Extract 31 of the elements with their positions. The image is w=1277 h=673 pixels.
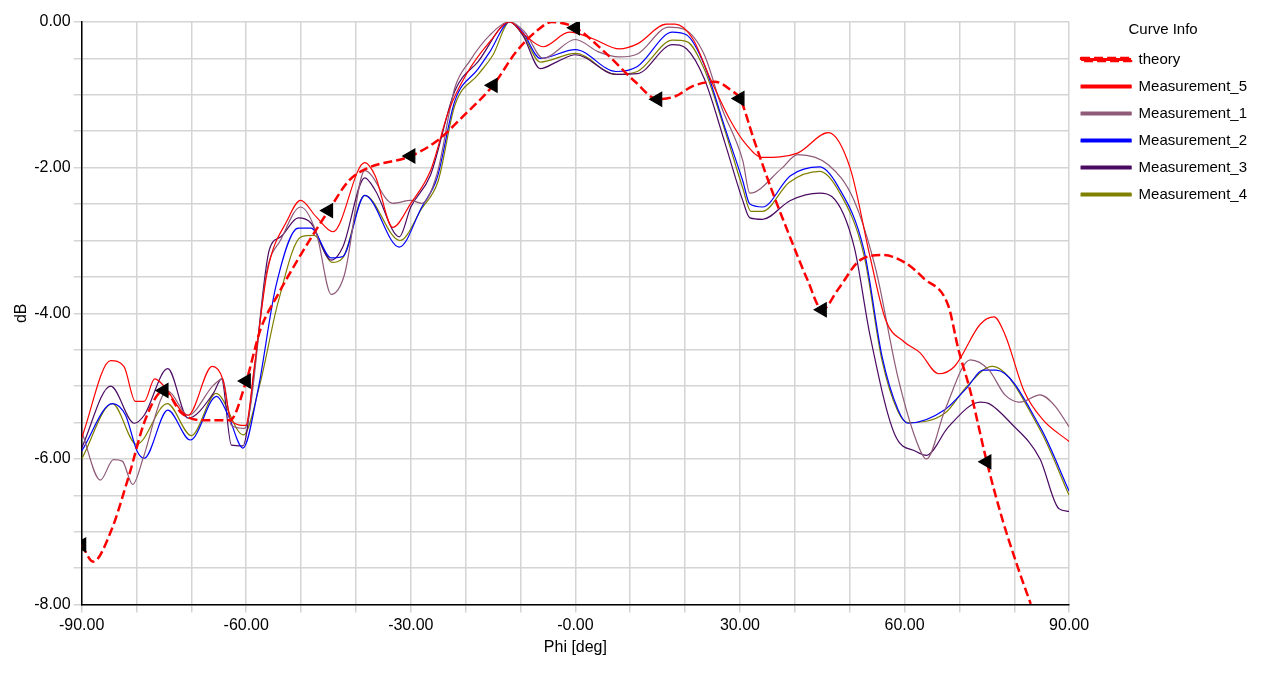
x-tick-label: 30.00: [719, 615, 761, 633]
legend-label: Measurement_3: [1138, 157, 1248, 175]
legend-label: Measurement_2: [1138, 130, 1248, 148]
legend-label: theory: [1138, 49, 1181, 67]
point: [402, 148, 416, 164]
point: [319, 203, 334, 219]
legend-label: Measurement_4: [1138, 184, 1248, 202]
legend-title: Curve Info: [1128, 19, 1198, 37]
point: [649, 91, 663, 107]
x-tick-label: -0.00: [557, 615, 594, 633]
y-tick-label: -6.00: [34, 449, 71, 467]
point: [978, 454, 992, 470]
point: [731, 90, 745, 106]
x-tick-label: -30.00: [388, 615, 434, 633]
y-axis-title: dB: [12, 303, 30, 324]
x-tick-label: 90.00: [1049, 615, 1090, 633]
y-tick-label: -4.00: [34, 303, 71, 321]
x-tick-label: -60.00: [223, 615, 270, 633]
legend-label: Measurement_1: [1138, 103, 1248, 121]
y-tick-label: -2.00: [34, 158, 71, 176]
y-tick-label: 0.00: [39, 12, 71, 30]
point: [566, 22, 580, 36]
point: [484, 77, 498, 93]
x-tick-label: 60.00: [884, 615, 925, 633]
y-tick-label: -8.00: [34, 595, 71, 613]
point: [237, 373, 251, 389]
x-tick-label: -90.00: [58, 615, 105, 633]
point: [155, 382, 169, 399]
x-axis-title: Phi [deg]: [543, 637, 607, 655]
point: [813, 302, 827, 318]
legend-label: Measurement_5: [1138, 76, 1248, 94]
